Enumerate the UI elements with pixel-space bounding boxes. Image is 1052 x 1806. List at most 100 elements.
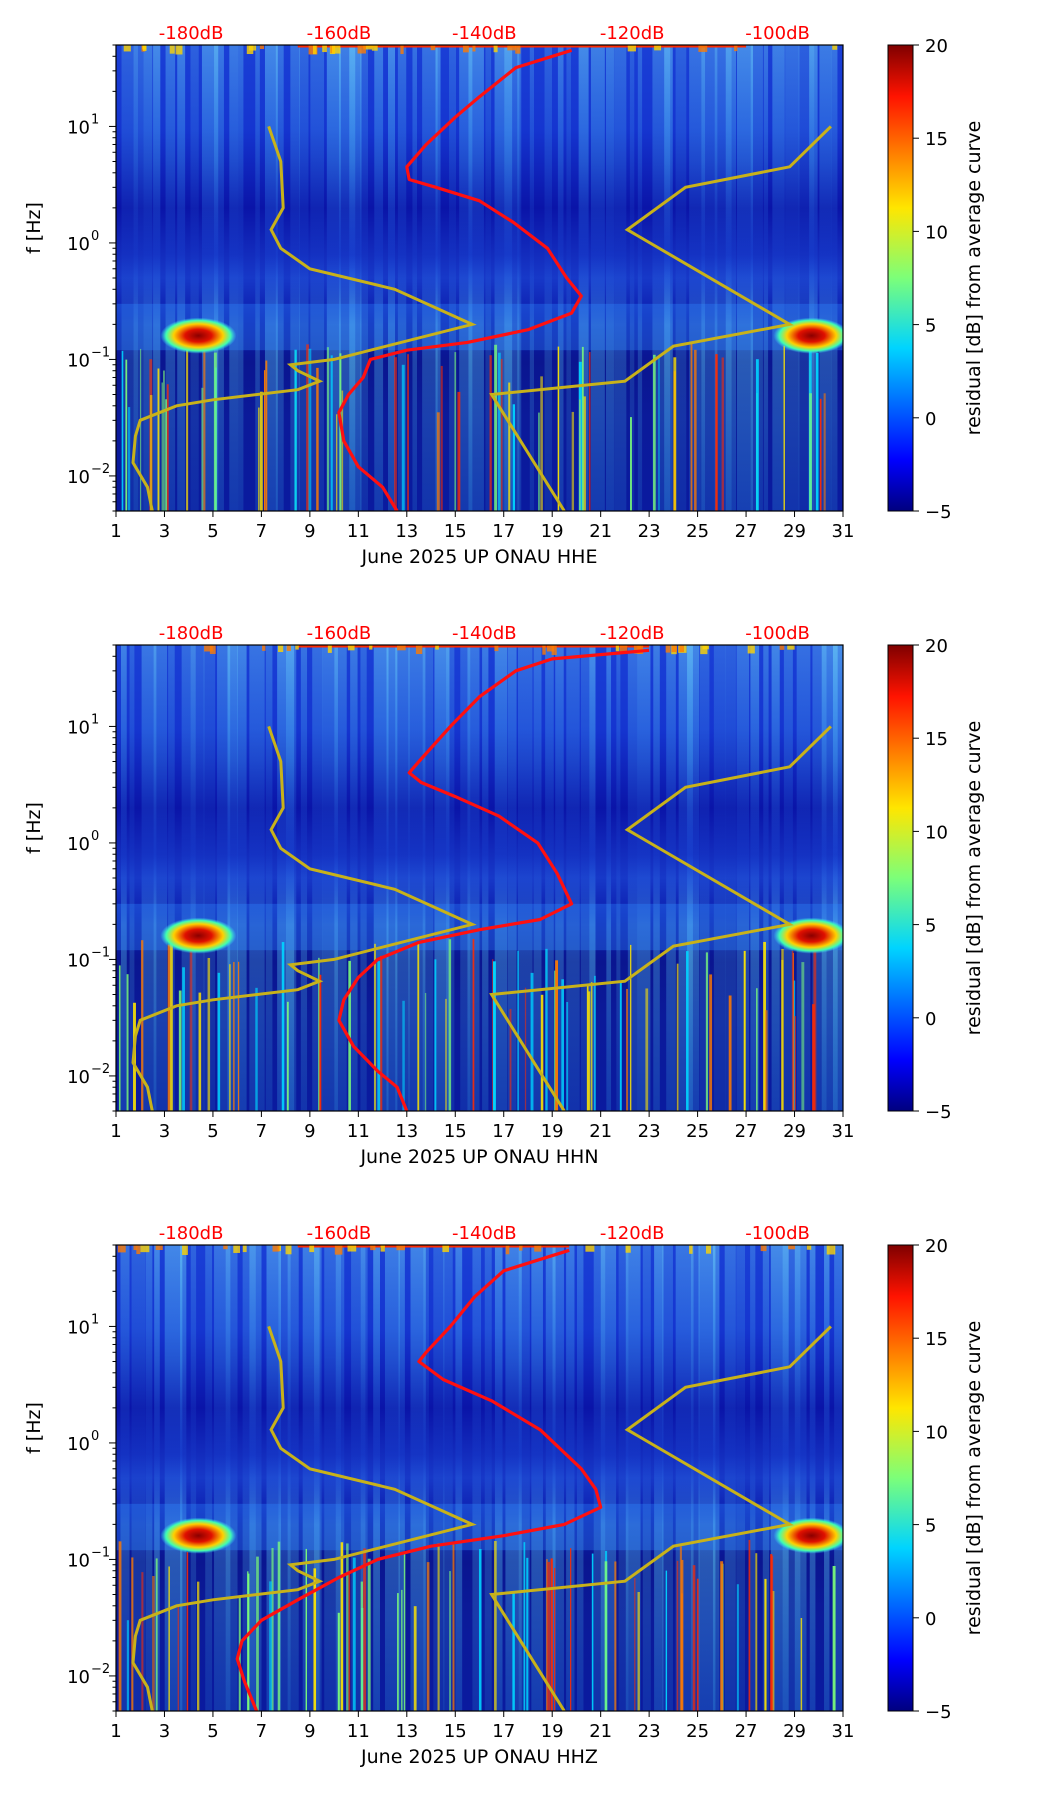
y-tick-exponent: 0 xyxy=(91,829,99,844)
hf-noise-speck xyxy=(380,1245,385,1252)
db-scale-label: -100dB xyxy=(745,1223,810,1244)
y-tick-label: 10 xyxy=(67,234,90,255)
activity-stripe xyxy=(120,645,127,1111)
activity-stripe xyxy=(618,1245,629,1711)
lf-spike xyxy=(168,1566,170,1711)
hf-noise-speck xyxy=(542,645,546,655)
x-tick-label: 31 xyxy=(832,1121,855,1142)
activity-stripe xyxy=(724,1245,736,1711)
yellow-noise-model-right xyxy=(489,1325,832,1711)
lf-spike xyxy=(589,351,591,511)
lf-spike xyxy=(178,990,182,1111)
activity-stripe xyxy=(326,45,341,511)
activity-stripe xyxy=(725,45,737,511)
lf-spike xyxy=(500,358,503,511)
lf-spike xyxy=(326,347,329,511)
hf-noise-speck xyxy=(322,45,327,53)
x-tick-label: 17 xyxy=(492,1721,515,1742)
lf-spike xyxy=(436,412,440,511)
activity-stripe xyxy=(504,45,520,511)
hf-noise-speck xyxy=(169,45,175,54)
colorbar-tick-label: 10 xyxy=(925,222,948,243)
x-tick-label: 9 xyxy=(304,1121,315,1142)
activity-stripe xyxy=(831,45,838,511)
activity-stripe xyxy=(410,1245,426,1711)
lf-spike xyxy=(619,982,622,1111)
lf-spike xyxy=(755,1553,758,1711)
hf-noise-speck xyxy=(435,645,439,650)
x-tick-label: 7 xyxy=(256,1721,267,1742)
hf-noise-speck xyxy=(534,1245,542,1252)
lf-spike xyxy=(413,1606,417,1711)
lf-spike xyxy=(161,382,163,511)
lf-spike xyxy=(561,979,565,1111)
activity-stripe xyxy=(494,645,508,1111)
activity-stripe xyxy=(750,1245,756,1711)
activity-stripe xyxy=(662,1245,673,1711)
hf-noise-speck xyxy=(505,1245,510,1255)
x-tick-label: 21 xyxy=(589,521,612,542)
activity-stripe xyxy=(255,45,260,511)
y-tick-label: 10 xyxy=(67,1434,90,1455)
activity-stripe xyxy=(412,45,417,511)
lf-spike xyxy=(690,342,693,511)
red-average-curve xyxy=(337,48,583,511)
lf-spike xyxy=(547,1561,550,1711)
activity-stripe xyxy=(653,645,660,1111)
activity-stripe xyxy=(460,645,471,1111)
hf-noise-speck xyxy=(430,45,436,51)
y-tick-label: 10 xyxy=(67,1550,90,1571)
y-tick-exponent: −1 xyxy=(91,945,110,960)
activity-stripe xyxy=(593,1245,606,1711)
activity-stripe xyxy=(435,45,441,511)
lf-spike xyxy=(809,393,812,511)
lf-spike xyxy=(492,959,494,1111)
lf-spike xyxy=(696,1578,699,1711)
x-tick-label: 21 xyxy=(589,1721,612,1742)
activity-stripe xyxy=(434,645,450,1111)
lf-spike xyxy=(318,957,320,1111)
lf-spike xyxy=(673,357,677,511)
activity-stripe xyxy=(552,1245,564,1711)
activity-stripe xyxy=(531,1245,543,1711)
lf-spike xyxy=(196,1581,200,1711)
hf-noise-speck xyxy=(493,45,498,53)
lf-spike xyxy=(306,344,309,511)
activity-stripe xyxy=(614,45,627,511)
lf-spike xyxy=(233,961,235,1111)
hf-noise-speck xyxy=(442,1245,450,1253)
colorbar-tick-label: 15 xyxy=(925,1329,948,1350)
lf-spike xyxy=(166,384,169,511)
hotspot xyxy=(160,1517,237,1554)
activity-stripe xyxy=(448,45,456,511)
activity-stripe xyxy=(275,45,284,511)
activity-stripe xyxy=(203,645,216,1111)
lf-spike xyxy=(489,355,492,511)
microseism-band xyxy=(116,303,843,351)
activity-stripe xyxy=(335,1245,345,1711)
colorbar xyxy=(887,644,914,1112)
activity-stripe xyxy=(736,1245,746,1711)
lf-spike xyxy=(604,1561,608,1711)
hf-noise-speck xyxy=(295,645,299,650)
lf-spike xyxy=(457,391,461,511)
activity-stripe xyxy=(373,1245,380,1711)
lf-spike xyxy=(498,352,501,511)
lf-spike xyxy=(783,345,786,511)
x-tick-label: 19 xyxy=(541,1721,564,1742)
lf-spike xyxy=(426,1562,430,1711)
lf-spike xyxy=(629,944,632,1111)
lf-spike xyxy=(692,1565,696,1711)
hf-noise-speck xyxy=(415,645,423,654)
hf-noise-speck xyxy=(787,645,795,650)
yellow-noise-model-left xyxy=(131,1325,477,1711)
hf-noise-speck xyxy=(619,645,628,653)
hf-noise-speck xyxy=(363,45,373,50)
lf-spike xyxy=(781,959,784,1111)
lf-spike xyxy=(557,346,560,511)
lf-spike xyxy=(454,352,457,511)
plot-area xyxy=(116,1245,843,1711)
colorbar-label: residual [dB] from average curve xyxy=(963,121,985,436)
lf-spike xyxy=(269,1581,273,1711)
lf-spike xyxy=(586,985,589,1111)
